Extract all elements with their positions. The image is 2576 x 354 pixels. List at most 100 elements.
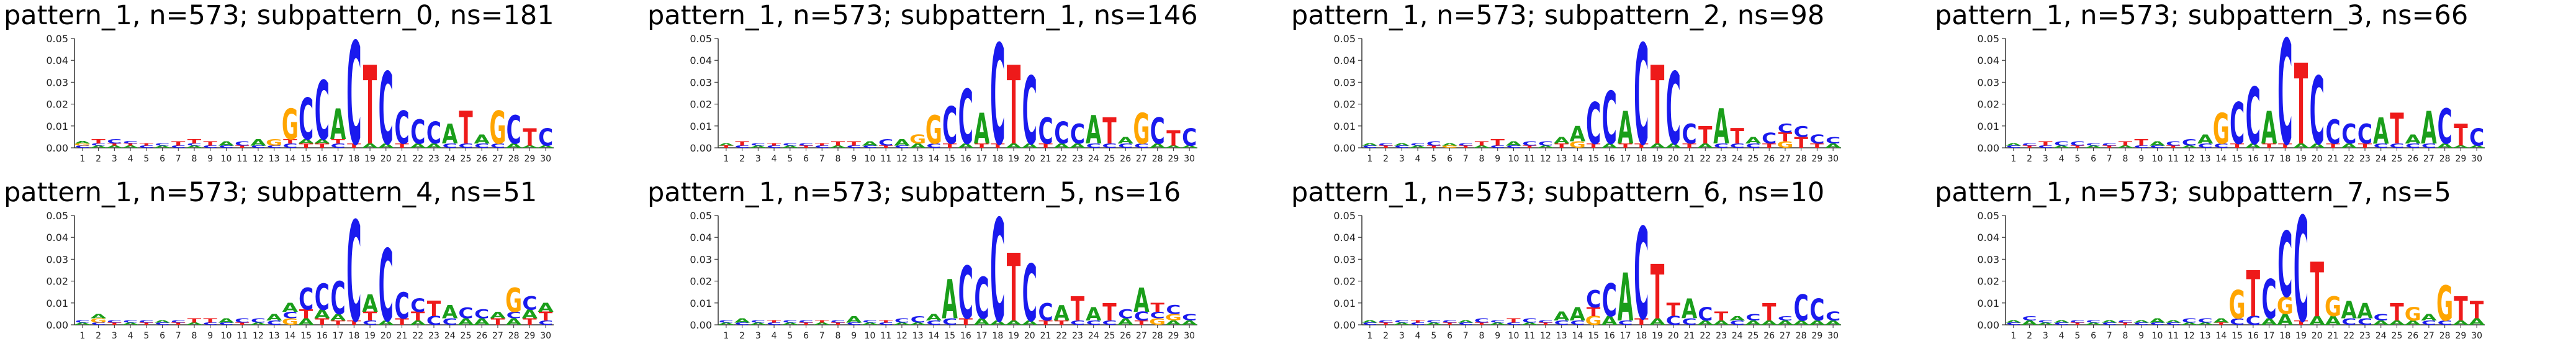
logo-letter-A: A xyxy=(506,316,522,327)
x-tick-label: 29 xyxy=(1811,331,1822,341)
x-tick-label: 1 xyxy=(79,331,85,341)
x-tick-label: 26 xyxy=(1120,154,1131,164)
logo-letter-A: A xyxy=(1649,142,1665,149)
x-tick-label: 19 xyxy=(2295,154,2307,164)
x-tick-label: 2 xyxy=(739,331,745,341)
logo-letter-A: A xyxy=(91,313,107,320)
logo-letter-C: C xyxy=(218,322,233,325)
y-tick-label: 0.02 xyxy=(46,276,68,288)
logo-letter-A: A xyxy=(2453,319,2469,326)
x-tick-label: 8 xyxy=(192,331,197,341)
logo-letter-A: A xyxy=(2245,142,2261,149)
logo-letter-G: G xyxy=(282,316,299,327)
logo-letter-T: T xyxy=(1778,130,1793,144)
logo-letter-A: A xyxy=(2309,142,2325,149)
x-tick-label: 26 xyxy=(2407,331,2418,341)
logo-letter-A: A xyxy=(2197,133,2213,147)
logo-letter-C: C xyxy=(1166,303,1181,317)
x-tick-label: 7 xyxy=(2107,154,2112,164)
x-tick-label: 28 xyxy=(1796,154,1807,164)
logo-letter-A: A xyxy=(155,320,171,324)
x-tick-label: 26 xyxy=(1763,154,1775,164)
x-tick-label: 13 xyxy=(269,154,280,164)
logo-letter-T: T xyxy=(1698,122,1713,150)
logo-letter-A: A xyxy=(2469,145,2485,148)
logo-letter-A: A xyxy=(1554,135,1570,145)
y-tick-label: 0.02 xyxy=(1977,276,1999,288)
logo-letter-G: G xyxy=(2436,276,2453,332)
x-tick-label: 25 xyxy=(1104,154,1115,164)
x-tick-label: 7 xyxy=(819,331,825,341)
y-tick-label: 0.03 xyxy=(690,253,712,265)
logo-letter-A: A xyxy=(122,145,139,148)
logo-letter-T: T xyxy=(1038,319,1053,326)
logo-letter-C: C xyxy=(1745,312,1760,322)
x-tick-label: 5 xyxy=(1431,154,1436,164)
logo-panel-6: pattern_1, n=573; subpattern_6, ns=10 0.0… xyxy=(1287,177,1931,354)
x-tick-label: 11 xyxy=(2168,331,2179,341)
logo-letter-A: A xyxy=(1538,145,1554,148)
x-tick-label: 4 xyxy=(2059,331,2065,341)
logo-letter-T: T xyxy=(2262,142,2276,149)
logo-letter-A: A xyxy=(1133,282,1149,320)
logo-letter-C: C xyxy=(538,124,553,152)
logo-letter-C: C xyxy=(2182,317,2197,324)
y-tick-label: 0.04 xyxy=(690,55,712,66)
logo-letter-A: A xyxy=(2453,145,2470,148)
logo-letter-C: C xyxy=(831,320,845,324)
x-tick-label: 15 xyxy=(2231,331,2243,341)
logo-letter-A: A xyxy=(782,145,799,148)
logo-letter-C: C xyxy=(522,293,537,314)
logo-letter-T: T xyxy=(523,124,537,152)
logo-letter-T: T xyxy=(2390,299,2404,327)
x-tick-label: 23 xyxy=(2359,331,2371,341)
logo-letter-A: A xyxy=(942,269,958,332)
y-tick-label: 0.05 xyxy=(1333,210,1356,222)
x-tick-label: 28 xyxy=(2439,331,2451,341)
logo-letter-A: A xyxy=(990,319,1006,326)
x-tick-label: 12 xyxy=(2184,154,2195,164)
logo-letter-C: C xyxy=(123,320,138,324)
logo-letter-A: A xyxy=(1521,322,1538,325)
x-tick-label: 16 xyxy=(317,154,328,164)
logo-letter-C: C xyxy=(735,145,750,148)
x-tick-label: 22 xyxy=(2343,154,2354,164)
x-tick-label: 6 xyxy=(2091,154,2096,164)
x-tick-label: 20 xyxy=(2312,331,2323,341)
logo-plot: 0.000.010.020.030.040.051 2 3 4 5 6 7 8 9 10 11 12 1… xyxy=(690,191,1197,354)
logo-letter-C: C xyxy=(251,145,266,148)
x-tick-label: 2 xyxy=(1383,331,1389,341)
x-tick-label: 27 xyxy=(1136,154,1147,164)
logo-letter-A: A xyxy=(2325,314,2341,328)
y-tick-label: 0.03 xyxy=(46,253,68,265)
panel-title: pattern_1, n=573; subpattern_3, ns=66 xyxy=(1935,0,2469,31)
x-tick-label: 14 xyxy=(928,331,939,341)
y-tick-label: 0.00 xyxy=(1333,142,1356,154)
logo-letter-C: C xyxy=(410,114,425,152)
logo-letter-C: C xyxy=(2086,143,2101,147)
x-tick-label: 20 xyxy=(1024,154,1035,164)
y-tick-label: 0.00 xyxy=(46,142,68,154)
x-tick-label: 28 xyxy=(508,331,520,341)
logo-letter-A: A xyxy=(458,316,474,327)
logo-letter-C: C xyxy=(878,137,893,148)
logo-letter-C: C xyxy=(1086,319,1101,326)
logo-letter-T: T xyxy=(491,316,505,327)
logo-letter-A: A xyxy=(2053,320,2070,324)
logo-letter-C: C xyxy=(1586,91,1601,157)
logo-letter-G: G xyxy=(1441,145,1458,148)
logo-letter-C: C xyxy=(1102,142,1117,149)
logo-letter-C: C xyxy=(75,320,90,324)
logo-letter-T: T xyxy=(171,322,185,325)
x-tick-label: 23 xyxy=(428,331,439,341)
x-tick-label: 19 xyxy=(364,154,376,164)
logo-letter-A: A xyxy=(1394,143,1411,147)
logo-letter-C: C xyxy=(1070,319,1085,326)
x-tick-label: 14 xyxy=(2215,154,2227,164)
logo-letter-A: A xyxy=(330,101,346,150)
logo-letter-C: C xyxy=(443,142,457,149)
logo-panel-4: pattern_1, n=573; subpattern_4, ns=51 0.0… xyxy=(0,177,644,354)
x-tick-label: 26 xyxy=(1120,331,1131,341)
x-tick-label: 3 xyxy=(2043,331,2048,341)
logo-letter-A: A xyxy=(298,138,314,145)
